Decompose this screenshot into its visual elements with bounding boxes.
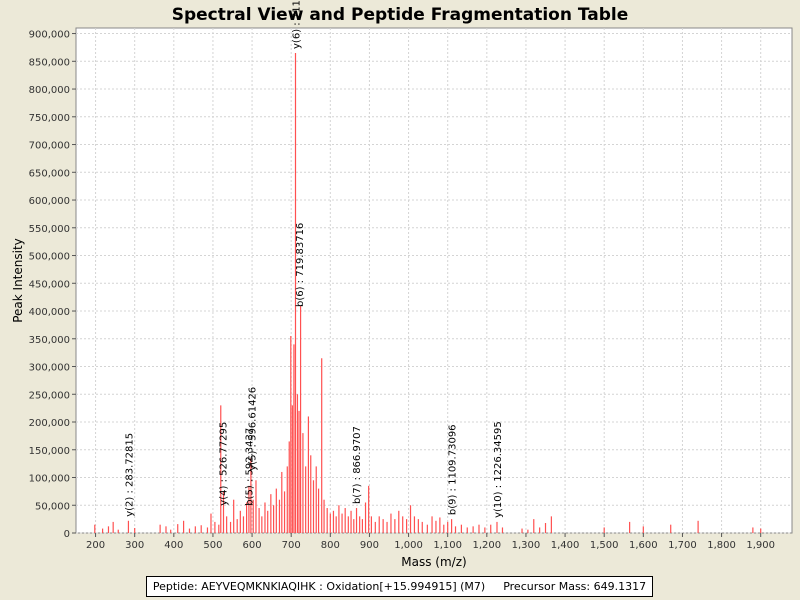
y-tick-label: 750,000 [29, 113, 70, 124]
grid-lines [76, 28, 792, 534]
x-tick-label: 200 [86, 540, 105, 551]
peak-annotation: b(7) : 866.9707 [352, 426, 363, 504]
chart-title: Spectral View and Peptide Fragmentation … [172, 5, 629, 25]
y-tick-label: 650,000 [29, 168, 70, 179]
x-tick-label: 1,700 [668, 540, 697, 551]
x-tick-label: 1,400 [551, 540, 580, 551]
x-tick-label: 600 [243, 540, 262, 551]
y-tick-label: 150,000 [29, 446, 70, 457]
x-tick-label: 1,000 [394, 540, 423, 551]
y-axis-label: Peak Intensity [11, 238, 25, 323]
x-tick-label: 1,100 [433, 540, 462, 551]
peak-annotation: b(6) : 719.83716 [295, 223, 306, 307]
y-tick-label: 850,000 [29, 57, 70, 68]
x-tick-label: 400 [164, 540, 183, 551]
y-tick-label: 700,000 [29, 141, 70, 152]
y-tick-label: 300,000 [29, 363, 70, 374]
x-tick-label: 1,200 [472, 540, 501, 551]
y-tick-label: 50,000 [35, 501, 70, 512]
x-tick-label: 1,900 [746, 540, 775, 551]
x-tick-label: 1,800 [707, 540, 736, 551]
peak-annotation: b(9) : 1109.73096 [448, 424, 459, 515]
y-tick-label: 550,000 [29, 224, 70, 235]
y-tick-label: 0 [64, 529, 70, 540]
peak-annotation: b(5) : 592.3437 [245, 428, 256, 506]
y-tick-label: 350,000 [29, 335, 70, 346]
peak-annotations: y(2) : 283.72815 y(4) : 526.77295 b(5) : 5… [124, 0, 504, 518]
x-tick-label: 800 [321, 540, 340, 551]
precursor-mass-label: Precursor Mass: 649.1317 [503, 580, 647, 593]
y-tick-label: 250,000 [29, 390, 70, 401]
y-tick-label: 450,000 [29, 279, 70, 290]
peptide-label: Peptide: AEYVEQMKNKIAQIHK : Oxidation[+1… [152, 580, 486, 593]
x-tick-label: 1,500 [590, 540, 619, 551]
plot-area [75, 27, 793, 534]
peptide-info-box: Peptide: AEYVEQMKNKIAQIHK : Oxidation[+1… [146, 576, 653, 597]
axes: 200 300 400 500 600 700 800 900 1,000 1,100 1,200 1… [29, 30, 775, 551]
peak-annotation: y(4) : 526.77295 [219, 422, 230, 506]
x-tick-label: 1,600 [629, 540, 658, 551]
x-axis-label: Mass (m/z) [401, 555, 466, 569]
y-tick-label: 800,000 [29, 85, 70, 96]
x-tick-label: 1,300 [512, 540, 541, 551]
x-tick-label: 300 [125, 540, 144, 551]
y-tick-label: 100,000 [29, 474, 70, 485]
peak-bars [94, 52, 762, 533]
y-tick-label: 200,000 [29, 418, 70, 429]
y-tick-label: 600,000 [29, 196, 70, 207]
x-tick-label: 500 [203, 540, 222, 551]
y-tick-label: 900,000 [29, 30, 70, 41]
peak-annotation: y(2) : 283.72815 [124, 433, 135, 517]
x-tick-label: 700 [282, 540, 301, 551]
y-tick-label: 500,000 [29, 252, 70, 263]
y-tick-label: 400,000 [29, 307, 70, 318]
peak-annotation: y(10) : 1226.34595 [493, 421, 504, 518]
peak-annotation: y(6) : 711.89 [291, 0, 302, 49]
x-tick-label: 900 [360, 540, 379, 551]
peak-annotation: y(5) : 596.61426 [248, 387, 259, 471]
